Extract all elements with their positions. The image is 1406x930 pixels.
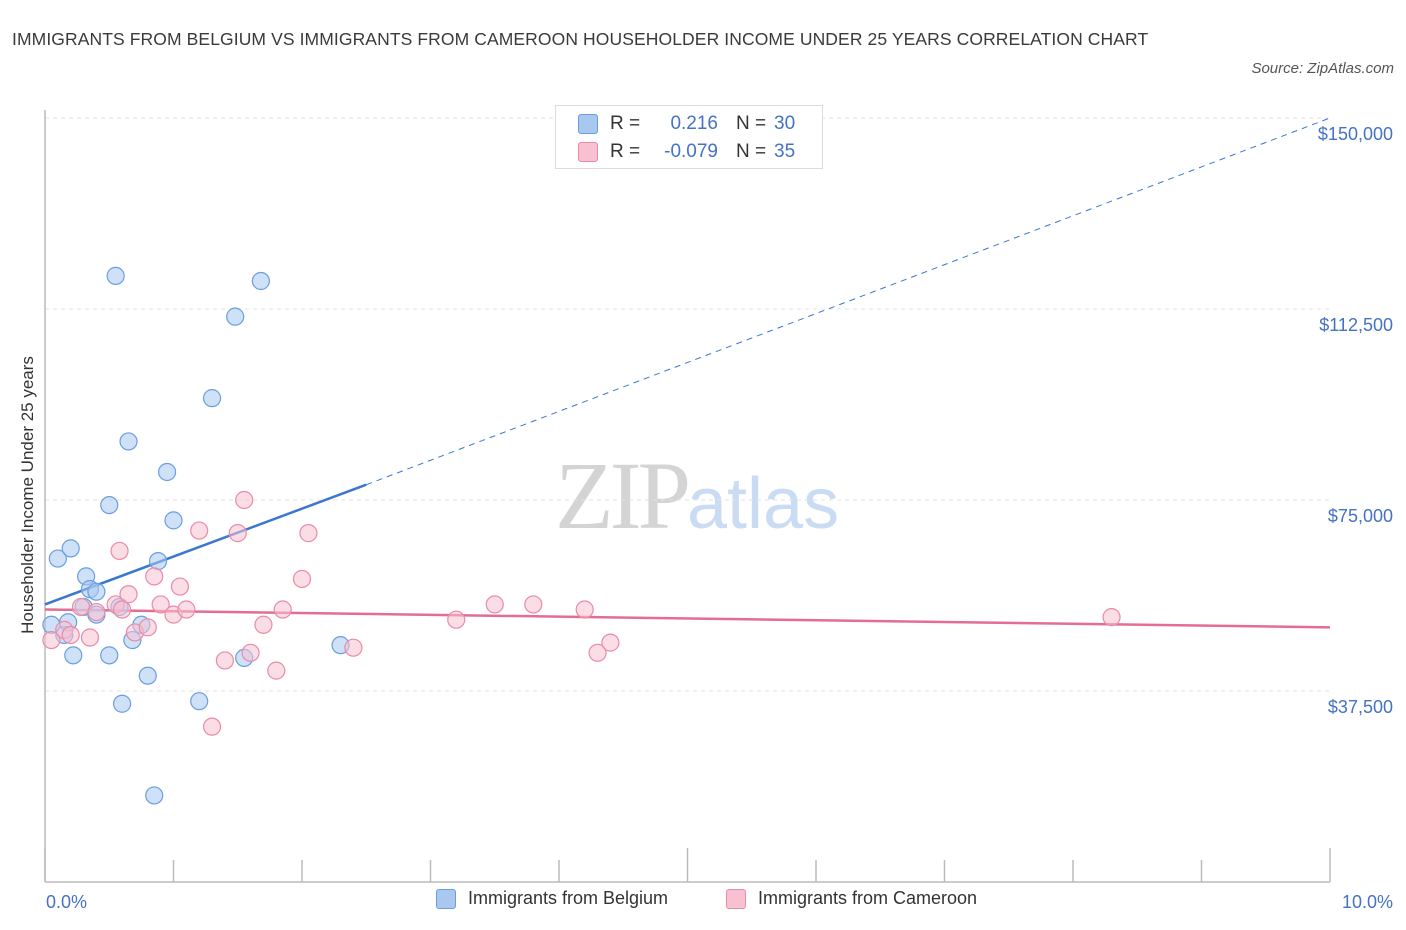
point-belgium [190,692,209,711]
y-tick-label: $37,500 [1328,697,1393,717]
point-belgium [251,271,270,291]
point-cameroon [112,600,132,619]
point-cameroon [119,585,138,604]
watermark-zip: ZIP [555,442,691,549]
watermark: ZIPatlas [555,440,839,551]
point-cameroon [267,661,286,680]
point-cameroon [1102,608,1121,627]
point-belgium [100,495,119,515]
point-cameroon [228,524,247,543]
point-cameroon [190,521,209,540]
trend-lines [44,117,1331,629]
chart-source: Source: ZipAtlas.com [1251,60,1394,77]
r-label: R = [610,141,641,162]
point-cameroon [254,615,273,634]
point-cameroon [575,600,594,619]
y-tick-label: $112,500 [1319,315,1393,335]
legend-item-cameroon: Immigrants from Cameroon [726,888,977,909]
point-cameroon [170,577,190,596]
point-belgium [148,552,168,571]
point-cameroon [588,643,607,662]
point-cameroon [87,602,106,622]
point-cameroon [299,524,318,543]
point-belgium [226,307,245,326]
axis-labels: $37,500 $75,000 $112,500 $150,000 0.0% 10.0% H… [18,124,1393,912]
belgium-legend-swatch [436,888,456,909]
n-value: 35 [774,141,796,162]
y-axis-label: Householder Income Under 25 years [18,356,37,634]
stats-row-belgium: R = 0.216 N = 30 [578,111,795,137]
point-cameroon [524,595,543,614]
point-belgium [202,389,222,408]
belgium-swatch [578,114,598,134]
point-belgium [61,539,80,558]
point-belgium [64,646,83,665]
grid-lines [45,117,1330,692]
point-belgium [145,786,164,805]
cameroon-legend-label: Immigrants from Cameroon [758,888,978,908]
point-cameroon [71,597,91,617]
n-label: N = [736,141,767,162]
stats-legend: R = 0.216 N = 30 R = -0.079 N = 35 [555,105,823,169]
point-belgium [106,266,125,285]
r-value: 0.216 [670,113,718,134]
point-cameroon [344,638,363,657]
data-points [42,266,1121,805]
point-cameroon [138,618,157,637]
cameroon-swatch [578,142,598,162]
point-cameroon [110,541,129,561]
axes [44,110,1331,883]
y-tick-label: $75,000 [1328,506,1393,526]
point-belgium [100,646,119,665]
point-cameroon [215,651,234,670]
point-cameroon [151,595,170,614]
point-cameroon [145,567,164,586]
point-belgium [112,694,132,713]
point-belgium [119,432,138,451]
belgium-legend-label: Immigrants from Belgium [468,888,669,908]
chart-title: IMMIGRANTS FROM BELGIUM VS IMMIGRANTS FR… [12,29,1149,49]
point-belgium [138,666,157,685]
point-cameroon [177,600,196,619]
point-cameroon [42,630,61,650]
point-cameroon [241,643,260,662]
x-tick-label: 10.0% [1342,892,1393,912]
stats-row-cameroon: R = -0.079 N = 35 [578,139,795,165]
y-tick-label: $150,000 [1318,124,1393,144]
point-cameroon [447,610,466,629]
legend-item-belgium: Immigrants from Belgium [436,888,668,909]
point-cameroon [80,628,100,647]
watermark-atlas: atlas [687,464,840,544]
point-belgium [157,462,177,482]
point-cameroon [601,633,620,652]
n-value: 30 [774,113,796,134]
point-cameroon [61,625,80,645]
trend-line-cameroon [44,608,1331,629]
point-cameroon [235,490,254,510]
point-cameroon [292,569,312,589]
point-cameroon [273,600,292,619]
cameroon-legend-swatch [726,888,746,909]
x-tick-label: 0.0% [46,892,87,912]
trend-line-belgium-extension [366,117,1331,486]
point-belgium [87,582,106,601]
point-cameroon [202,717,222,736]
point-belgium [48,549,67,568]
point-belgium [164,511,183,530]
n-label: N = [736,113,767,134]
point-cameroon [485,595,504,614]
r-label: R = [610,113,641,134]
r-value: -0.079 [664,141,718,162]
